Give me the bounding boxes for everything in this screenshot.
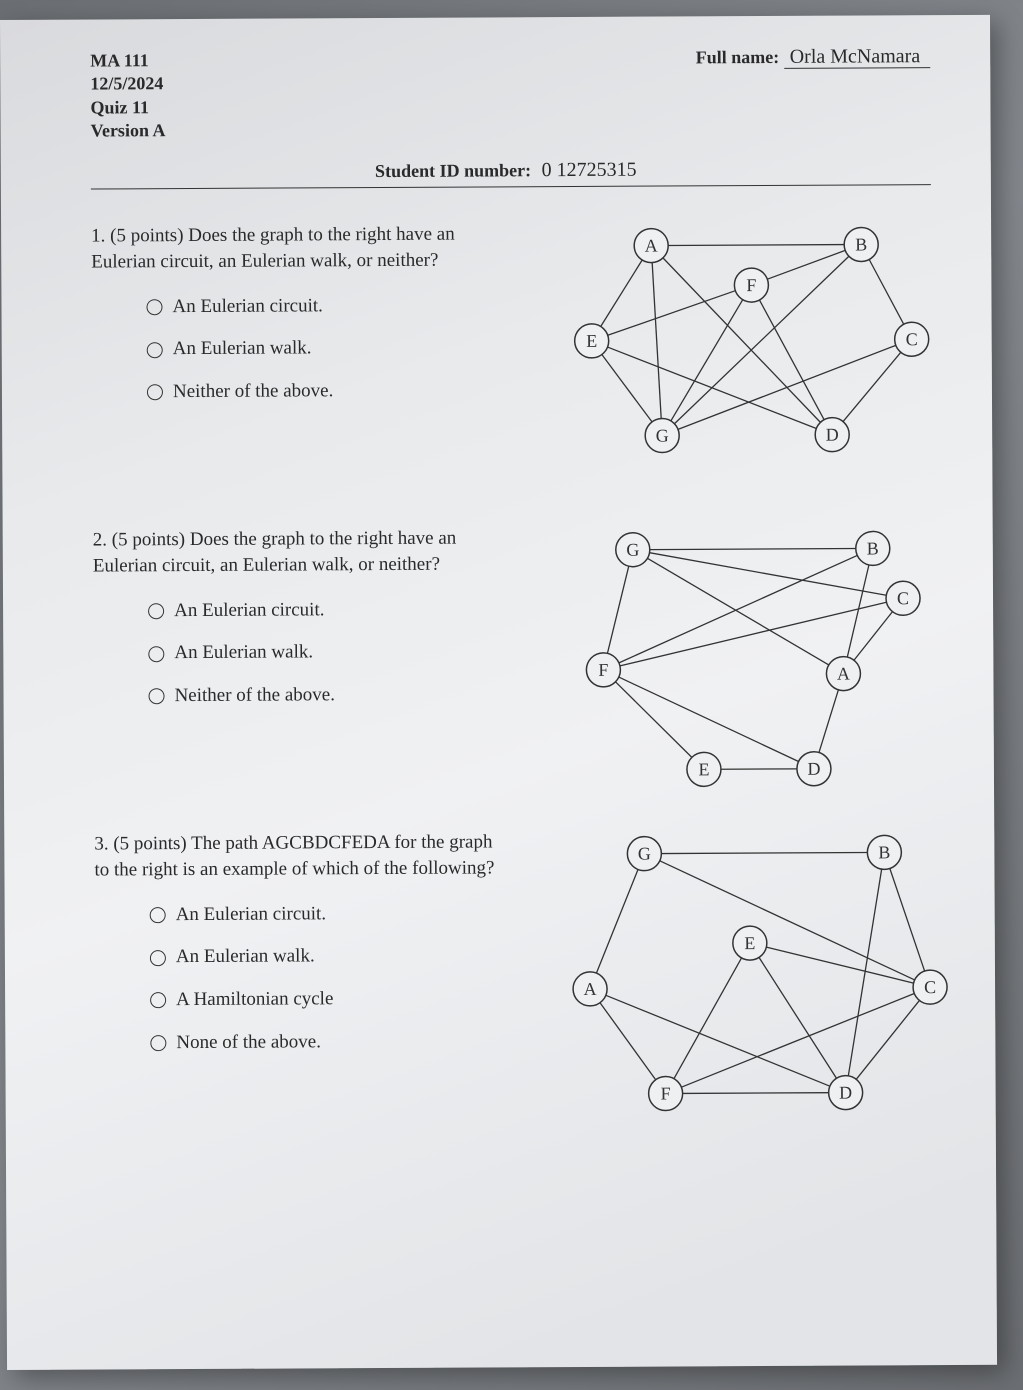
q2-opt-a[interactable]: An Eulerian circuit. (148, 596, 508, 624)
q1-opt-a[interactable]: An Eulerian circuit. (146, 292, 506, 320)
course-date: 12/5/2024 (90, 73, 165, 97)
q2-opt-b[interactable]: An Eulerian walk. (148, 639, 508, 667)
q3-opt-a[interactable]: An Eulerian circuit. (150, 900, 510, 928)
id-value: 0 12725315 (535, 158, 646, 181)
svg-text:E: E (698, 759, 709, 779)
q1-options: An Eulerian circuit. An Eulerian walk. N… (146, 292, 507, 406)
q2-points: (5 points) (112, 529, 185, 550)
svg-text:B: B (878, 842, 890, 862)
q2-opt-a-label: An Eulerian circuit. (174, 597, 324, 624)
radio-icon[interactable] (148, 603, 164, 619)
full-name-label: Full name: (696, 47, 780, 67)
svg-text:A: A (645, 235, 658, 255)
question-2: 2. (5 points) Does the graph to the righ… (93, 523, 934, 797)
q1-opt-b-label: An Eulerian walk. (173, 336, 312, 363)
svg-text:C: C (897, 588, 909, 608)
svg-text:E: E (744, 933, 755, 953)
svg-text:B: B (855, 234, 867, 254)
svg-text:A: A (584, 978, 597, 998)
radio-icon[interactable] (147, 384, 163, 400)
q1-graph-svg: A B F E C G D (531, 219, 932, 491)
svg-text:F: F (598, 659, 608, 679)
q1-opt-c[interactable]: Neither of the above. (147, 377, 507, 405)
svg-text:B: B (867, 538, 879, 558)
radio-icon[interactable] (150, 950, 166, 966)
radio-icon[interactable] (148, 646, 164, 662)
full-name-value: Orla McNamara (784, 45, 931, 69)
q1-text: 1. (5 points) Does the graph to the righ… (91, 221, 507, 493)
question-1: 1. (5 points) Does the graph to the righ… (91, 219, 932, 493)
version: Version A (91, 119, 166, 143)
q3-options: An Eulerian circuit. An Eulerian walk. A… (150, 900, 511, 1056)
q3-opt-c[interactable]: A Hamiltonian cycle (150, 985, 510, 1013)
svg-text:G: G (656, 425, 669, 445)
q2-graph: G B C F A E D (533, 523, 934, 795)
q1-opt-a-label: An Eulerian circuit. (172, 293, 322, 320)
header-row: MA 111 12/5/2024 Quiz 11 Version A Full … (90, 45, 930, 143)
q2-opt-b-label: An Eulerian walk. (174, 640, 313, 667)
question-3: 3. (5 points) The path AGCBDCFEDA for th… (94, 827, 936, 1131)
q3-opt-b[interactable]: An Eulerian walk. (150, 943, 510, 971)
q1-opt-c-label: Neither of the above. (173, 378, 334, 405)
q3-opt-d-label: None of the above. (176, 1029, 321, 1056)
svg-text:F: F (661, 1083, 671, 1103)
q2-num: 2. (93, 529, 107, 550)
svg-text:D: D (839, 1082, 852, 1102)
q3-opt-a-label: An Eulerian circuit. (176, 901, 326, 928)
radio-icon[interactable] (147, 342, 163, 358)
q2-options: An Eulerian circuit. An Eulerian walk. N… (148, 596, 509, 710)
q2-prompt: 2. (5 points) Does the graph to the righ… (93, 525, 508, 580)
q3-graph-svg: G B E A C F D (534, 827, 936, 1129)
radio-icon[interactable] (149, 688, 165, 704)
svg-text:E: E (586, 330, 597, 350)
svg-text:A: A (837, 663, 850, 683)
q3-graph: G B E A C F D (534, 827, 936, 1129)
q3-prompt: 3. (5 points) The path AGCBDCFEDA for th… (94, 829, 509, 884)
q1-graph: A B F E C G D (531, 219, 932, 491)
radio-icon[interactable] (150, 1035, 166, 1051)
radio-icon[interactable] (150, 992, 166, 1008)
q3-points: (5 points) (113, 833, 186, 854)
name-block: Full name: Orla McNamara (696, 45, 931, 69)
course-code: MA 111 (90, 49, 165, 73)
svg-text:G: G (638, 843, 651, 863)
q2-opt-c[interactable]: Neither of the above. (148, 681, 508, 709)
student-id-row: Student ID number: 0 12725315 (91, 157, 931, 189)
svg-text:G: G (626, 539, 639, 559)
q1-prompt: 1. (5 points) Does the graph to the righ… (91, 221, 506, 276)
course-block: MA 111 12/5/2024 Quiz 11 Version A (90, 49, 165, 143)
svg-text:C: C (906, 329, 918, 349)
q2-text: 2. (5 points) Does the graph to the righ… (93, 525, 509, 797)
q1-points: (5 points) (110, 225, 183, 246)
svg-text:D: D (807, 758, 820, 778)
svg-text:C: C (924, 977, 936, 997)
quiz-paper: MA 111 12/5/2024 Quiz 11 Version A Full … (0, 15, 997, 1370)
radio-icon[interactable] (150, 907, 166, 923)
q1-num: 1. (91, 225, 105, 246)
q2-opt-c-label: Neither of the above. (174, 682, 335, 709)
q1-opt-b[interactable]: An Eulerian walk. (147, 335, 507, 363)
svg-text:D: D (826, 424, 839, 444)
svg-text:F: F (746, 275, 756, 295)
q2-graph-svg: G B C F A E D (533, 523, 934, 795)
q3-opt-d[interactable]: None of the above. (150, 1028, 510, 1056)
q3-opt-b-label: An Eulerian walk. (176, 944, 315, 971)
q3-text: 3. (5 points) The path AGCBDCFEDA for th… (94, 829, 511, 1131)
q3-num: 3. (94, 833, 108, 854)
radio-icon[interactable] (146, 299, 162, 315)
q3-opt-c-label: A Hamiltonian cycle (176, 986, 333, 1013)
quiz-number: Quiz 11 (90, 96, 165, 120)
id-label: Student ID number: (375, 160, 531, 181)
